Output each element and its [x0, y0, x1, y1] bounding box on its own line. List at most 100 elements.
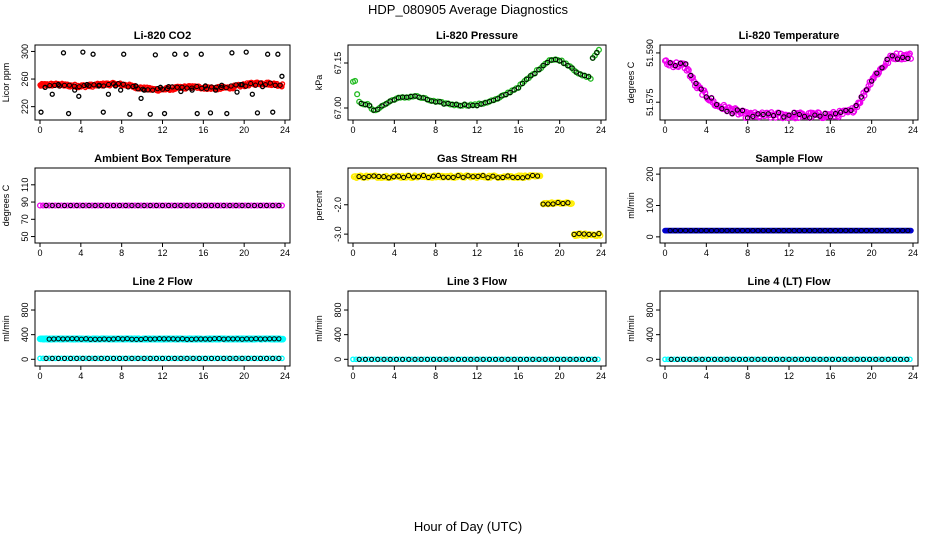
data-point	[132, 355, 138, 362]
data-point	[46, 202, 53, 209]
average-point	[425, 174, 432, 181]
average-point	[693, 356, 699, 362]
average-point	[505, 173, 511, 179]
data-point	[95, 202, 102, 209]
average-point	[579, 356, 586, 362]
data-point	[266, 202, 273, 209]
data-point	[189, 87, 195, 93]
data-point	[483, 356, 490, 363]
average-point	[68, 355, 74, 361]
average-point	[761, 356, 767, 362]
data-point	[908, 227, 914, 234]
average-point	[596, 231, 602, 237]
x-tick-label: 0	[662, 371, 667, 381]
average-point	[270, 202, 276, 209]
average-point	[92, 202, 98, 209]
average-point	[515, 174, 521, 181]
average-point	[227, 355, 233, 361]
x-tick-label: 4	[392, 125, 397, 135]
data-point	[156, 355, 163, 362]
average-point	[455, 356, 461, 362]
chart-panel-3: Li-820 Temperature degrees C 0 4 8 12 16 20 24 51…	[626, 30, 919, 135]
average-point	[437, 356, 443, 362]
x-tick-label: 8	[433, 371, 438, 381]
panel-title: Li-820 Temperature	[739, 30, 840, 42]
average-point	[894, 56, 901, 62]
average-point	[884, 227, 890, 234]
average-point	[248, 81, 254, 87]
average-point	[468, 356, 474, 362]
average-point	[233, 355, 239, 361]
data-point	[242, 355, 249, 362]
average-point	[536, 67, 542, 73]
data-point	[272, 202, 279, 209]
x-tick-label: 20	[867, 248, 877, 258]
x-tick-label: 20	[555, 248, 565, 258]
panel-title: Li-820 CO2	[134, 30, 191, 42]
x-tick-label: 24	[280, 248, 290, 258]
average-point	[371, 173, 377, 179]
average-point	[61, 202, 68, 209]
data-point	[440, 356, 446, 363]
data-point	[64, 355, 71, 362]
data-point	[533, 356, 539, 363]
average-point	[43, 355, 49, 361]
chart-panel-1: Li-820 CO2 Licor ppm 0 4 8 12 16 20 24 220 260 300	[1, 30, 291, 135]
average-point	[885, 356, 891, 362]
average-point	[905, 227, 911, 234]
chart-panel-2: Li-820 Pressure kPa 0 4 8 12 16 20 24 67.00 67.15	[314, 30, 607, 135]
average-point	[190, 202, 196, 209]
data-point	[89, 355, 95, 362]
average-point	[376, 173, 382, 180]
average-point	[215, 202, 221, 209]
data-point	[40, 355, 46, 362]
data-point	[174, 202, 181, 209]
data-point	[742, 114, 749, 121]
y-tick-label: 0	[333, 357, 343, 362]
data-point	[52, 202, 59, 209]
average-point	[233, 202, 239, 209]
data-point	[72, 87, 78, 93]
average-point	[529, 172, 536, 179]
data-point	[568, 200, 575, 207]
data-point	[96, 82, 102, 88]
average-point	[104, 202, 110, 209]
x-tick-label: 8	[119, 248, 124, 258]
average-point	[832, 227, 839, 234]
average-point	[781, 227, 787, 234]
data-point	[248, 202, 255, 209]
data-point	[514, 356, 521, 363]
data-point	[100, 109, 106, 115]
average-point	[393, 356, 399, 362]
average-point	[505, 356, 511, 362]
average-point	[68, 202, 74, 209]
data-point	[477, 356, 483, 363]
x-axis-label: Hour of Day (UTC)	[413, 519, 523, 534]
average-point	[276, 336, 282, 342]
x-tick-label: 16	[513, 125, 523, 135]
average-point	[532, 70, 538, 77]
average-point	[49, 202, 55, 209]
data-point	[131, 202, 138, 209]
chart-panel-7: Line 2 Flow ml/min 0 4 8 12 16 20 24 0 400 800	[1, 276, 291, 381]
average-point	[215, 355, 221, 361]
x-tick-label: 20	[867, 371, 877, 381]
average-point	[560, 200, 566, 207]
data-point	[224, 110, 230, 117]
average-point	[465, 173, 471, 179]
average-point	[729, 111, 735, 117]
average-point	[391, 174, 397, 180]
average-point	[581, 231, 587, 237]
average-point	[827, 227, 833, 234]
average-point	[213, 84, 219, 90]
average-point	[440, 174, 446, 180]
average-point	[586, 356, 592, 362]
x-tick-label: 16	[825, 248, 835, 258]
data-point	[80, 49, 86, 55]
x-tick-label: 12	[157, 248, 167, 258]
average-point	[822, 110, 828, 117]
data-point	[174, 355, 181, 362]
average-point	[791, 227, 797, 234]
average-point	[208, 84, 215, 90]
data-point	[536, 172, 544, 180]
